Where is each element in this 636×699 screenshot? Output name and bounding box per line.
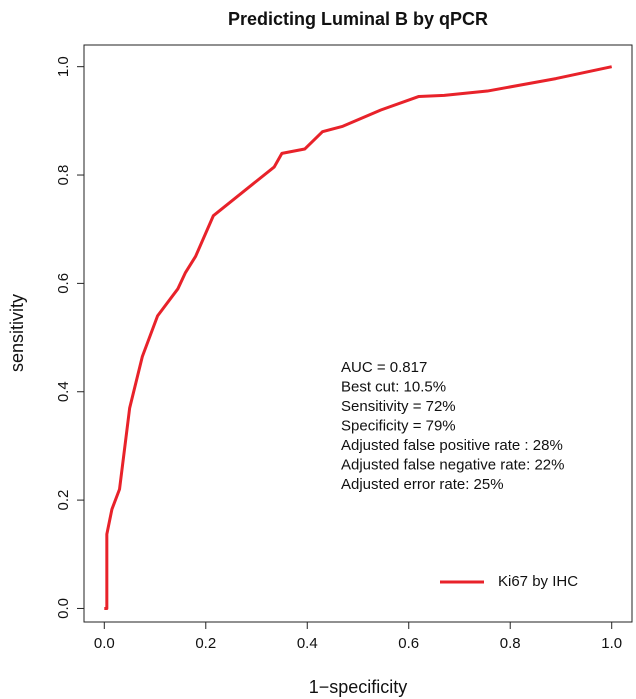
y-tick-label: 1.0 [55, 56, 72, 77]
x-tick-label: 0.2 [195, 635, 216, 652]
annotation: Sensitivity = 72% [341, 398, 456, 415]
chart-title: Predicting Luminal B by qPCR [228, 9, 488, 29]
annotation: Adjusted error rate: 25% [341, 476, 504, 493]
x-tick-label: 0.6 [398, 635, 419, 652]
y-tick-label: 0.8 [55, 165, 72, 186]
legend-label: Ki67 by IHC [498, 573, 578, 590]
annotation: AUC = 0.817 [341, 359, 427, 376]
x-tick-label: 0.8 [500, 635, 521, 652]
y-tick-label: 0.2 [55, 490, 72, 511]
y-tick-label: 0.0 [55, 598, 72, 619]
plot-frame [83, 44, 633, 623]
annotation: Specificity = 79% [341, 417, 456, 434]
annotation: Adjusted false positive rate : 28% [341, 437, 563, 454]
x-axis-label: 1−specificity [309, 677, 408, 697]
roc-line [104, 65, 613, 610]
annotation: Best cut: 10.5% [341, 378, 446, 395]
x-tick-label: 1.0 [601, 635, 622, 652]
y-tick-label: 0.6 [55, 273, 72, 294]
x-tick-label: 0.0 [94, 635, 115, 652]
x-tick-label: 0.4 [297, 635, 318, 652]
y-tick-label: 0.4 [55, 381, 72, 402]
annotation: Adjusted false negative rate: 22% [341, 456, 564, 473]
y-axis-label: sensitivity [7, 294, 27, 372]
